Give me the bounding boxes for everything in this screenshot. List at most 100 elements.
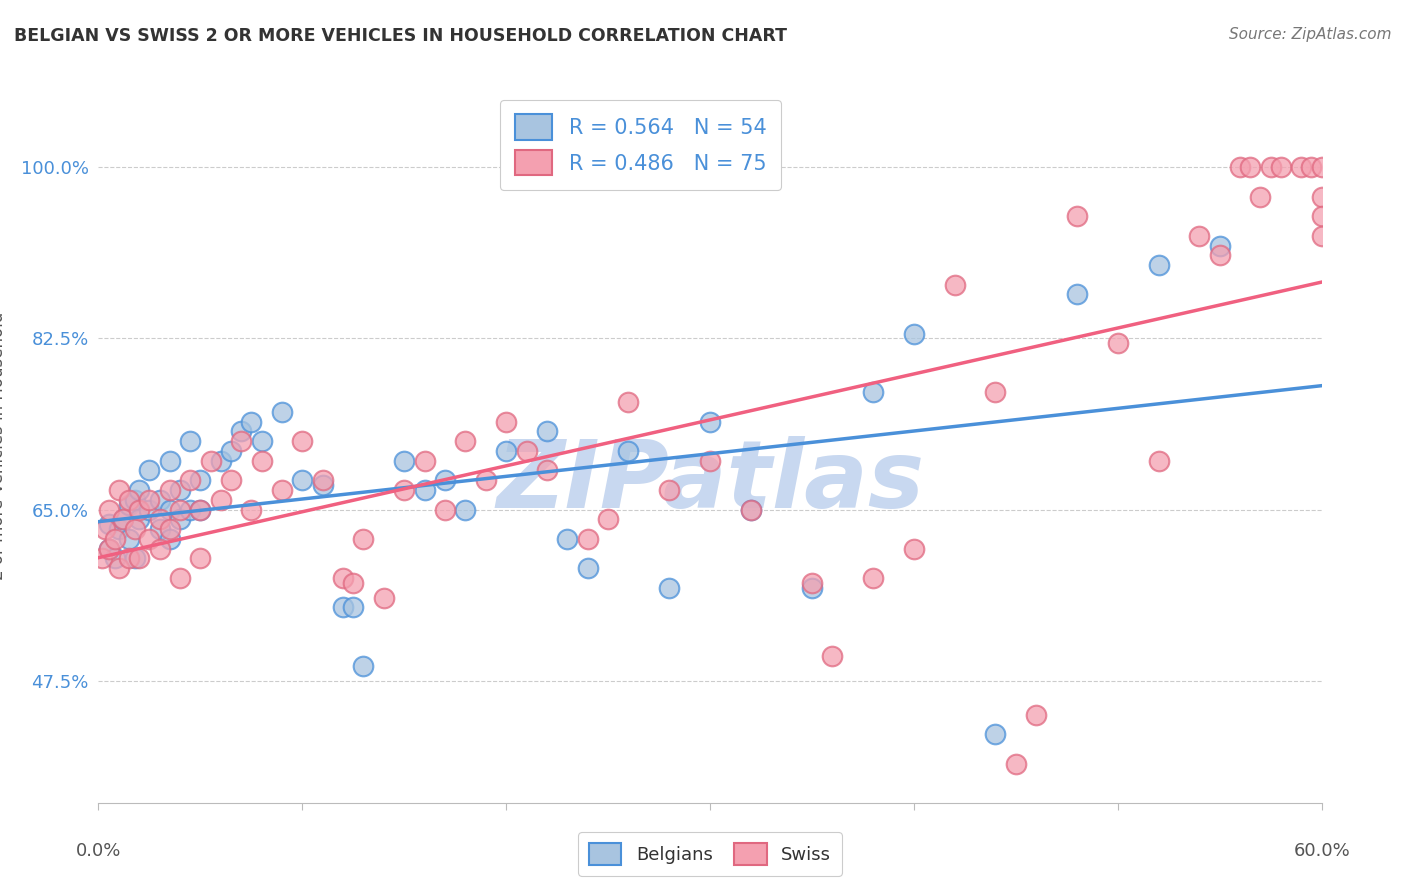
Point (1310, 228, 1333, 243)
Point (209, 492, 232, 507)
Point (1066, 287, 1088, 301)
Point (474, 473, 498, 487)
Point (97, 502, 120, 516)
Point (219, 473, 242, 487)
Point (413, 453, 436, 467)
Point (821, 649, 844, 664)
Point (903, 326, 925, 341)
Point (332, 571, 354, 585)
Point (1291, 161, 1313, 175)
Point (373, 591, 395, 605)
Point (1310, 161, 1333, 175)
Point (555, 532, 579, 546)
Point (169, 502, 191, 516)
Point (984, 385, 1007, 400)
Point (159, 532, 181, 546)
Text: 0.0%: 0.0% (76, 842, 121, 860)
Point (433, 473, 456, 487)
Point (862, 571, 884, 585)
Point (312, 478, 335, 492)
Point (270, 483, 294, 497)
Point (111, 512, 134, 526)
Point (118, 551, 141, 566)
Point (495, 443, 517, 458)
Point (200, 453, 222, 467)
Point (118, 492, 141, 507)
Point (188, 502, 212, 516)
Point (159, 522, 181, 536)
Point (270, 405, 294, 419)
Point (159, 483, 181, 497)
Point (740, 502, 762, 516)
Point (240, 502, 263, 516)
Point (111, 512, 134, 526)
Point (1208, 248, 1232, 262)
Point (250, 453, 273, 467)
Point (138, 502, 160, 516)
Point (108, 522, 131, 536)
Text: ZIPatlas: ZIPatlas (496, 435, 924, 528)
Point (413, 483, 436, 497)
Point (124, 522, 146, 536)
Point (118, 532, 141, 546)
Point (138, 492, 160, 507)
Text: Source: ZipAtlas.com: Source: ZipAtlas.com (1229, 27, 1392, 42)
Point (516, 443, 538, 458)
Point (984, 727, 1007, 741)
Point (1188, 228, 1211, 243)
Point (179, 434, 201, 449)
Point (576, 532, 599, 546)
Point (128, 512, 150, 526)
Point (124, 551, 146, 566)
Point (169, 483, 191, 497)
Point (250, 434, 273, 449)
Point (433, 502, 456, 516)
Point (801, 581, 824, 595)
Point (1147, 453, 1170, 467)
Point (104, 532, 127, 546)
Point (332, 600, 354, 615)
Point (1249, 190, 1271, 204)
Point (943, 277, 966, 292)
Point (169, 571, 191, 585)
Point (209, 453, 232, 467)
Point (1025, 707, 1047, 722)
Point (617, 395, 640, 409)
Point (1260, 161, 1282, 175)
Point (536, 463, 558, 477)
Point (392, 453, 416, 467)
Point (576, 561, 599, 575)
Point (1208, 238, 1232, 252)
Point (159, 502, 181, 516)
Point (149, 512, 172, 526)
Point (118, 498, 141, 512)
Point (1066, 209, 1088, 223)
Point (179, 473, 201, 487)
Point (128, 483, 150, 497)
Point (93, 522, 115, 536)
Point (149, 492, 172, 507)
Point (658, 581, 681, 595)
Point (1147, 258, 1170, 272)
Point (169, 512, 191, 526)
Point (97, 541, 120, 556)
Point (149, 522, 172, 536)
Point (903, 541, 925, 556)
Point (342, 600, 364, 615)
Point (392, 483, 416, 497)
Point (1301, 161, 1323, 175)
Point (312, 473, 335, 487)
Point (104, 551, 127, 566)
Text: BELGIAN VS SWISS 2 OR MORE VEHICLES IN HOUSEHOLD CORRELATION CHART: BELGIAN VS SWISS 2 OR MORE VEHICLES IN H… (14, 27, 787, 45)
Point (617, 443, 640, 458)
Point (108, 561, 131, 575)
Point (97, 541, 120, 556)
Point (495, 415, 517, 429)
Point (1270, 161, 1292, 175)
Point (138, 532, 160, 546)
Point (188, 502, 212, 516)
Point (91, 551, 114, 566)
Point (291, 473, 314, 487)
Legend: Belgians, Swiss: Belgians, Swiss (578, 832, 842, 876)
Point (231, 434, 253, 449)
